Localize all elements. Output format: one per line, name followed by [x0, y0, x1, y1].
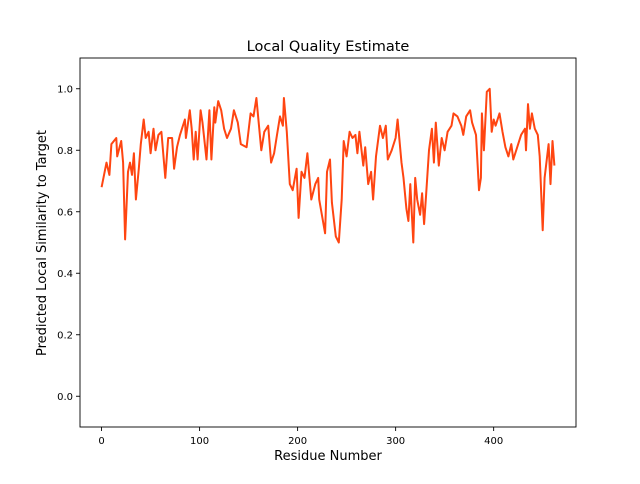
y-tick-label: 0.0	[57, 392, 73, 403]
y-tick-label: 0.2	[57, 330, 73, 341]
series-line	[100, 87, 556, 244]
y-axis-ticks: 0.0 0.2 0.4 0.6 0.8 1.0	[57, 84, 80, 403]
x-tick-label: 200	[288, 436, 307, 447]
x-tick-label: 0	[98, 436, 104, 447]
chart-title: Local Quality Estimate	[247, 39, 410, 55]
x-tick-label: 400	[484, 436, 503, 447]
x-axis-ticks: 0 100 200 300 400	[98, 427, 503, 447]
y-axis-label: Predicted Local Similarity to Target	[35, 130, 50, 356]
y-tick-label: 1.0	[57, 84, 73, 95]
y-tick-label: 0.4	[57, 269, 73, 280]
y-tick-label: 0.8	[57, 146, 73, 157]
y-tick-label: 0.6	[57, 207, 73, 218]
axes-frame	[79, 57, 577, 428]
plot-area	[100, 87, 556, 244]
x-tick-label: 300	[386, 436, 405, 447]
x-tick-label: 100	[190, 436, 209, 447]
x-axis-label: Residue Number	[274, 449, 382, 464]
